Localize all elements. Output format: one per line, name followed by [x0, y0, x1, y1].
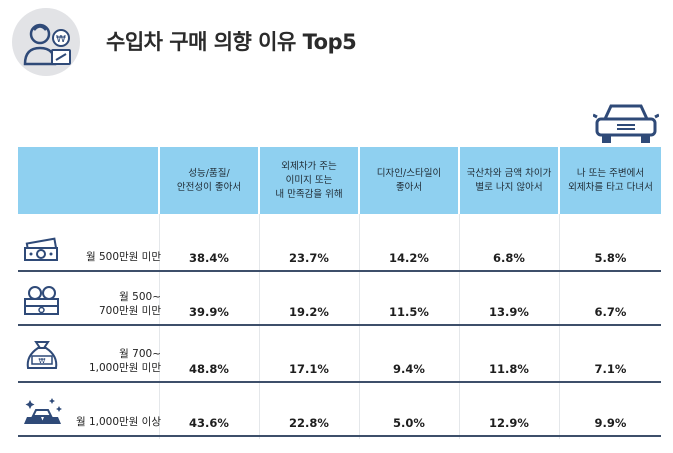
column-header: 나 또는 주변에서 외제차를 타고 다녀서 — [560, 147, 661, 214]
data-cell: 14.2% — [389, 251, 429, 265]
banknotes-icon — [22, 235, 62, 267]
data-cell: 23.7% — [289, 251, 329, 265]
column-divider — [359, 214, 360, 439]
data-cell: 12.9% — [489, 416, 529, 430]
column-header-label: 외제차가 주는 이미지 또는 내 만족감을 위해 — [275, 160, 343, 200]
row-label: 월 1,000만원 이상 — [75, 416, 161, 428]
table-header: 성능/품질/ 안전성이 좋아서 외제차가 주는 이미지 또는 내 만족감을 위해… — [18, 147, 661, 214]
data-cell: 6.8% — [493, 251, 525, 265]
data-cell: 19.2% — [289, 305, 329, 319]
money-bag-icon: ₩ — [22, 338, 62, 378]
data-cell: 43.6% — [189, 416, 229, 430]
data-cell: 5.8% — [594, 251, 627, 265]
table-row: ₩ 월 700~ 1,000만원 미만 48.8% 17.1% 9.4% 11.… — [18, 341, 661, 383]
svg-text:₩: ₩ — [39, 357, 46, 365]
column-header-label: 나 또는 주변에서 외제차를 타고 다녀서 — [568, 167, 653, 193]
column-header: 국산차와 금액 차이가 별로 나지 않아서 — [460, 147, 558, 214]
column-header: 외제차가 주는 이미지 또는 내 만족감을 위해 — [260, 147, 358, 214]
column-divider — [459, 214, 460, 439]
svg-text:₩: ₩ — [56, 34, 66, 45]
data-cell: 9.4% — [393, 362, 425, 376]
column-divider — [159, 214, 160, 439]
data-cell: 39.9% — [189, 305, 229, 319]
data-cell: 9.9% — [594, 416, 627, 430]
data-cell: 17.1% — [289, 362, 329, 376]
car-icon — [592, 101, 660, 151]
column-divider — [559, 214, 560, 439]
data-cell: 7.1% — [594, 362, 627, 376]
data-cell: 5.0% — [393, 416, 425, 430]
data-cell: 11.5% — [389, 305, 429, 319]
row-label: 월 500만원 미만 — [85, 251, 161, 263]
header-blank-cell — [18, 147, 158, 214]
data-cell: 11.8% — [489, 362, 529, 376]
column-header: 성능/품질/ 안전성이 좋아서 — [160, 147, 258, 214]
banknotes-coins-icon — [22, 285, 62, 321]
column-header-label: 디자인/스타일이 좋아서 — [376, 167, 442, 193]
row-label: 월 500~ 700만원 미만 — [98, 291, 161, 317]
table-row: 월 500만원 미만 38.4% 23.7% 14.2% 6.8% 5.8% — [18, 232, 661, 272]
page-title: 수입차 구매 의향 이유 Top5 — [106, 30, 357, 54]
column-header-label: 성능/품질/ 안전성이 좋아서 — [176, 167, 242, 193]
data-cell: 13.9% — [489, 305, 529, 319]
column-header-label: 국산차와 금액 차이가 별로 나지 않아서 — [466, 167, 552, 193]
person-money-icon: ₩ — [12, 8, 80, 76]
table-row: 월 500~ 700만원 미만 39.9% 19.2% 11.5% 13.9% … — [18, 286, 661, 326]
data-cell: 38.4% — [189, 251, 229, 265]
column-divider — [259, 214, 260, 439]
data-cell: 48.8% — [189, 362, 229, 376]
row-label: 월 700~ 1,000만원 미만 — [88, 348, 161, 374]
table-row: 월 1,000만원 이상 43.6% 22.8% 5.0% 12.9% 9.9% — [18, 397, 661, 437]
column-header: 디자인/스타일이 좋아서 — [360, 147, 458, 214]
data-cell: 6.7% — [594, 305, 627, 319]
data-cell: 22.8% — [289, 416, 329, 430]
gold-bars-icon — [22, 396, 64, 432]
